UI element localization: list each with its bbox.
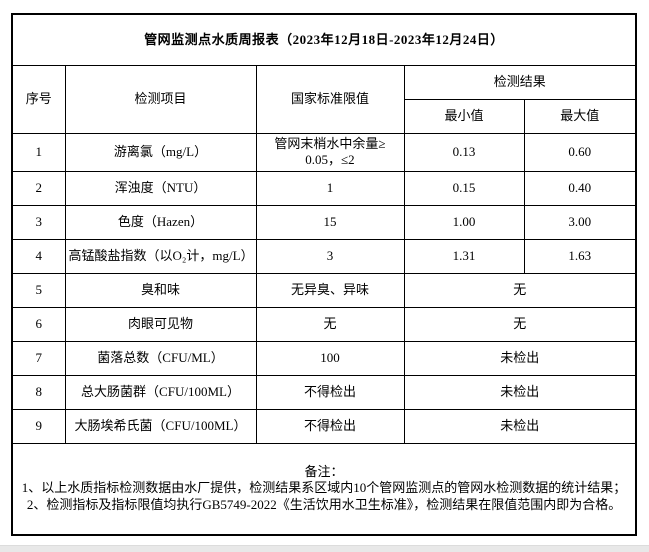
item-cell: 臭和味 <box>64 272 257 308</box>
row-index-cell: 1 <box>11 133 66 172</box>
row-index-cell: 5 <box>11 272 66 308</box>
column-header-min: 最小值 <box>403 99 525 134</box>
min-value-cell: 1.31 <box>403 238 525 274</box>
min-value-cell: 0.15 <box>403 170 525 206</box>
column-header-result-group: 检测结果 <box>403 65 637 100</box>
result-cell: 未检出 <box>403 408 637 444</box>
table-row: 9 大肠埃希氏菌（CFU/100ML） 不得检出 未检出 <box>11 408 637 444</box>
item-cell: 游离氯（mg/L） <box>64 133 257 172</box>
horizontal-scrollbar-track[interactable] <box>0 545 649 552</box>
item-cell: 高锰酸盐指数（以O₂计，mg/L） <box>64 238 257 274</box>
result-cell: 无 <box>403 272 637 308</box>
result-cell: 未检出 <box>403 374 637 410</box>
table-row: 7 菌落总数（CFU/ML） 100 未检出 <box>11 340 637 376</box>
header-row-1: 序号 检测项目 国家标准限值 检测结果 <box>11 65 637 134</box>
item-cell: 浑浊度（NTU） <box>64 170 257 206</box>
table-row: 8 总大肠菌群（CFU/100ML） 不得检出 未检出 <box>11 374 637 410</box>
standard-cell: 1 <box>255 170 405 206</box>
row-index-cell: 6 <box>11 306 66 342</box>
title-row: 管网监测点水质周报表（2023年12月18日-2023年12月24日） <box>11 13 637 66</box>
max-value-cell: 3.00 <box>523 204 637 240</box>
item-cell: 大肠埃希氏菌（CFU/100ML） <box>64 408 257 444</box>
standard-cell: 100 <box>255 340 405 376</box>
item-cell: 色度（Hazen） <box>64 204 257 240</box>
table-row: 3 色度（Hazen） 15 1.00 3.00 <box>11 204 637 240</box>
column-header-max: 最大值 <box>523 99 637 134</box>
report-title: 管网监测点水质周报表（2023年12月18日-2023年12月24日） <box>11 13 637 66</box>
table-row: 4 高锰酸盐指数（以O₂计，mg/L） 3 1.31 1.63 <box>11 238 637 274</box>
column-header-standard: 国家标准限值 <box>255 65 405 134</box>
table-row: 5 臭和味 无异臭、异味 无 <box>11 272 637 308</box>
notes-label: 备注： <box>304 464 344 480</box>
min-value-cell: 1.00 <box>403 204 525 240</box>
column-header-item: 检测项目 <box>64 65 257 134</box>
row-index-cell: 4 <box>11 238 66 274</box>
result-cell: 无 <box>403 306 637 342</box>
note-line-1: 1、以上水质指标检测数据由水厂提供，检测结果系区域内10个管网监测点的管网水检测… <box>21 480 627 496</box>
max-value-cell: 1.63 <box>523 238 637 274</box>
report-table: 管网监测点水质周报表（2023年12月18日-2023年12月24日） 序号 检… <box>11 13 638 536</box>
standard-cell: 管网末梢水中余量≥ 0.05，≤2 <box>255 133 405 172</box>
water-quality-report: 管网监测点水质周报表（2023年12月18日-2023年12月24日） 序号 检… <box>11 13 638 536</box>
result-cell: 未检出 <box>403 340 637 376</box>
table-row: 1 游离氯（mg/L） 管网末梢水中余量≥ 0.05，≤2 0.13 0.60 <box>11 133 637 172</box>
standard-cell: 15 <box>255 204 405 240</box>
header-row-2: 最小值 最大值 <box>12 99 637 134</box>
row-index-cell: 2 <box>11 170 66 206</box>
notes-cell: 备注： 1、以上水质指标检测数据由水厂提供，检测结果系区域内10个管网监测点的管… <box>11 442 637 535</box>
standard-cell: 无 <box>255 306 405 342</box>
table-row: 2 浑浊度（NTU） 1 0.15 0.40 <box>11 170 637 206</box>
standard-cell: 3 <box>255 238 405 274</box>
item-cell: 总大肠菌群（CFU/100ML） <box>64 374 257 410</box>
standard-cell: 无异臭、异味 <box>255 272 405 308</box>
standard-cell: 不得检出 <box>255 408 405 444</box>
column-header-index: 序号 <box>11 65 66 134</box>
note-line-2: 2、检测指标及指标限值均执行GB5749-2022《生活饮用水卫生标准》，检测结… <box>26 496 622 512</box>
table-row: 6 肉眼可见物 无 无 <box>11 306 637 342</box>
standard-cell: 不得检出 <box>255 374 405 410</box>
max-value-cell: 0.40 <box>523 170 637 206</box>
row-index-cell: 8 <box>11 374 66 410</box>
max-value-cell: 0.60 <box>523 133 637 172</box>
notes-row: 备注： 1、以上水质指标检测数据由水厂提供，检测结果系区域内10个管网监测点的管… <box>11 442 637 535</box>
item-cell: 肉眼可见物 <box>64 306 257 342</box>
min-value-cell: 0.13 <box>403 133 525 172</box>
row-index-cell: 3 <box>11 204 66 240</box>
row-index-cell: 7 <box>11 340 66 376</box>
row-index-cell: 9 <box>11 408 66 444</box>
item-cell: 菌落总数（CFU/ML） <box>64 340 257 376</box>
